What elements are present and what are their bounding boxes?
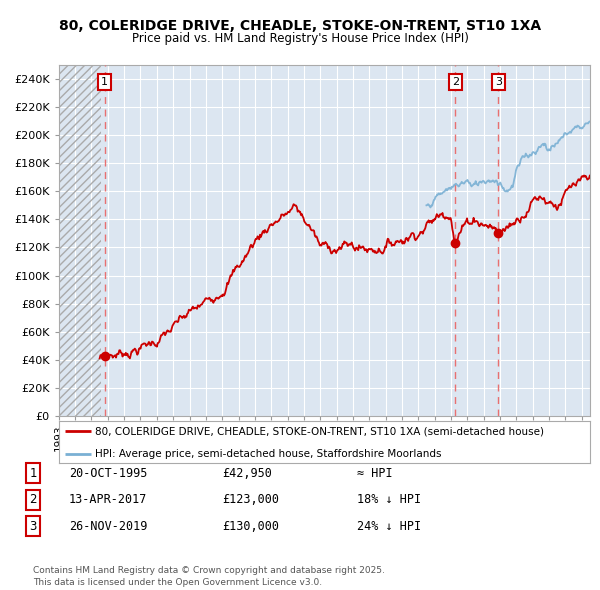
Text: 3: 3 [29, 520, 37, 533]
Text: 13-APR-2017: 13-APR-2017 [69, 493, 148, 506]
Text: 1: 1 [29, 467, 37, 480]
Text: Price paid vs. HM Land Registry's House Price Index (HPI): Price paid vs. HM Land Registry's House … [131, 32, 469, 45]
Text: Contains HM Land Registry data © Crown copyright and database right 2025.
This d: Contains HM Land Registry data © Crown c… [33, 566, 385, 587]
Text: 80, COLERIDGE DRIVE, CHEADLE, STOKE-ON-TRENT, ST10 1XA (semi-detached house): 80, COLERIDGE DRIVE, CHEADLE, STOKE-ON-T… [95, 427, 544, 436]
Text: 2: 2 [452, 77, 459, 87]
Text: 26-NOV-2019: 26-NOV-2019 [69, 520, 148, 533]
Text: 1: 1 [101, 77, 108, 87]
Text: 3: 3 [495, 77, 502, 87]
Text: £42,950: £42,950 [222, 467, 272, 480]
Text: £130,000: £130,000 [222, 520, 279, 533]
Text: HPI: Average price, semi-detached house, Staffordshire Moorlands: HPI: Average price, semi-detached house,… [95, 449, 442, 459]
Text: ≈ HPI: ≈ HPI [357, 467, 392, 480]
Text: 2: 2 [29, 493, 37, 506]
Text: 20-OCT-1995: 20-OCT-1995 [69, 467, 148, 480]
Text: 80, COLERIDGE DRIVE, CHEADLE, STOKE-ON-TRENT, ST10 1XA: 80, COLERIDGE DRIVE, CHEADLE, STOKE-ON-T… [59, 19, 541, 33]
Bar [59, 65, 101, 416]
Text: 18% ↓ HPI: 18% ↓ HPI [357, 493, 421, 506]
Text: 24% ↓ HPI: 24% ↓ HPI [357, 520, 421, 533]
Text: £123,000: £123,000 [222, 493, 279, 506]
